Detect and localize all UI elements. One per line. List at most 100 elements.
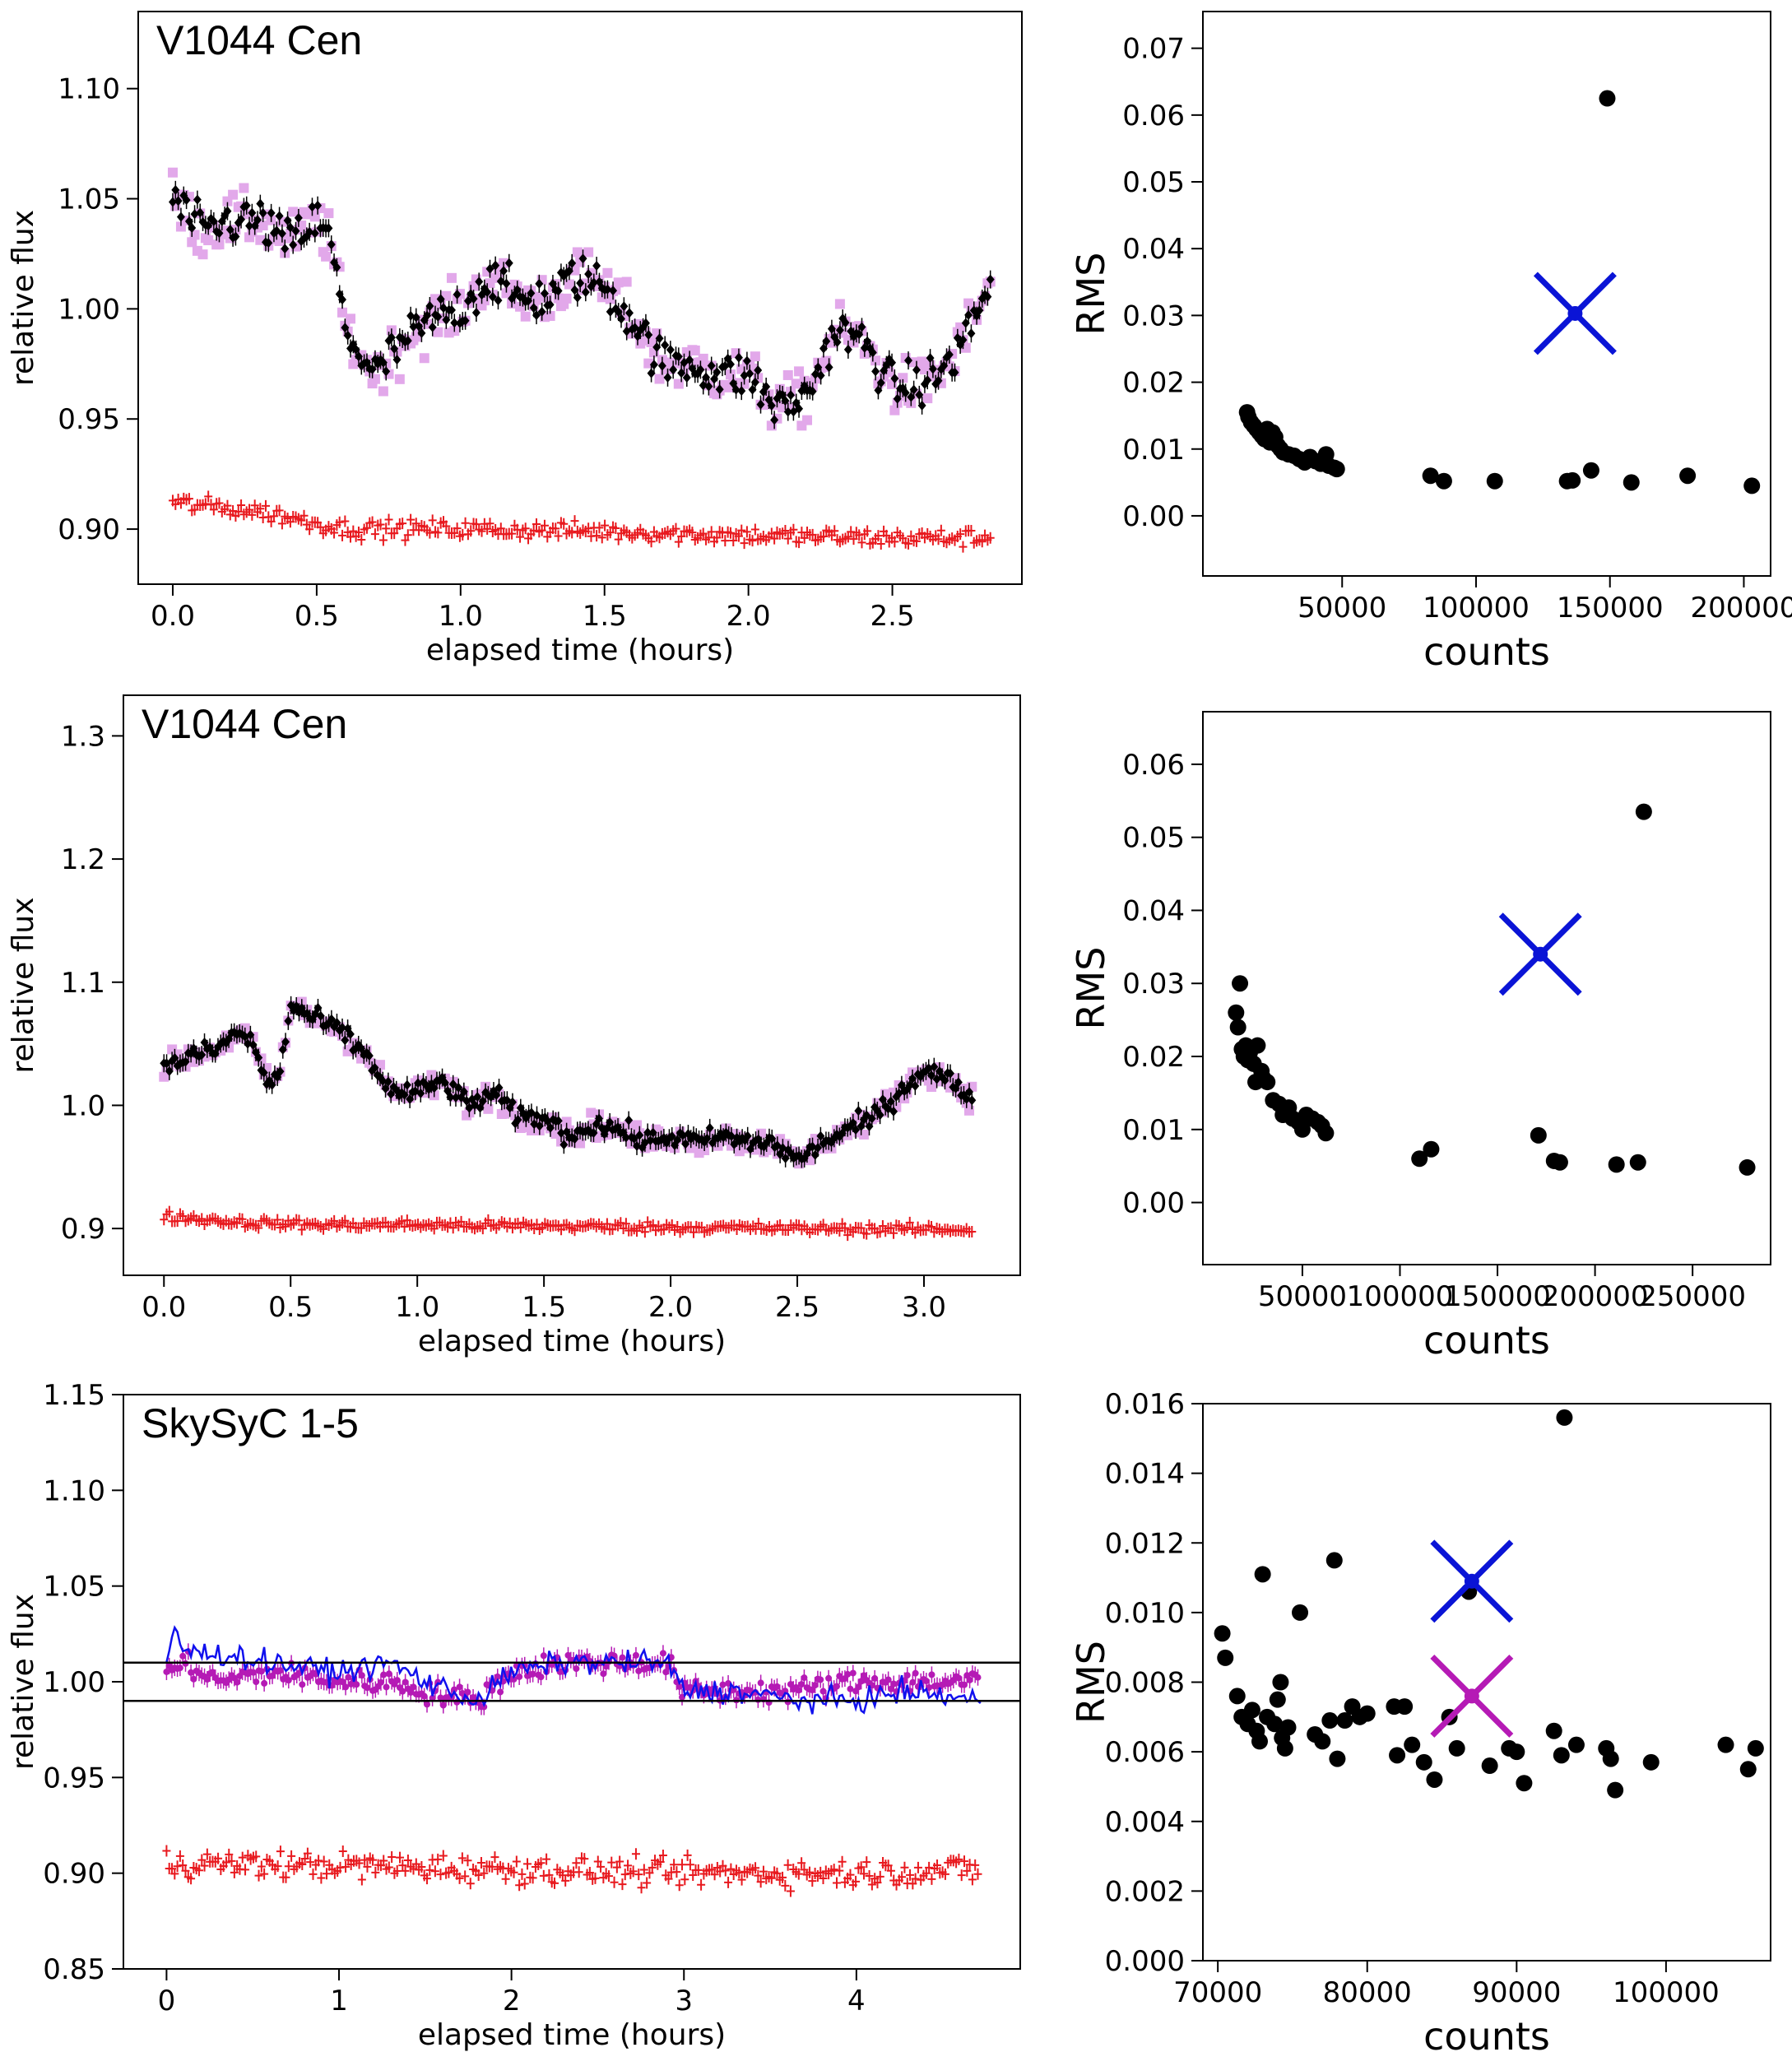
data-point-cross	[439, 1850, 448, 1862]
y-tick-label: 0.05	[1122, 166, 1185, 199]
data-point-diamond	[568, 258, 577, 268]
data-point-cross	[378, 534, 388, 546]
data-point-cross	[484, 1214, 493, 1226]
data-point-cross	[737, 1873, 746, 1886]
y-tick-label: 0.95	[58, 403, 120, 436]
data-point-cross	[277, 518, 286, 530]
data-point-cross	[750, 523, 759, 536]
data-point-diamond	[215, 228, 224, 239]
rms-point	[1254, 1566, 1271, 1583]
data-point-diamond	[874, 385, 883, 396]
series-target	[168, 180, 995, 429]
y-tick-label: 0.04	[1122, 233, 1185, 266]
data-point-diamond	[816, 370, 825, 381]
x-tick-label: 100000	[1347, 1280, 1454, 1313]
data-point-cross	[330, 527, 339, 539]
data-point-dot	[801, 1674, 808, 1682]
data-point-dot	[537, 1674, 545, 1681]
data-point-square	[258, 221, 268, 231]
x-tick-label: 100000	[1423, 592, 1530, 624]
data-point-diamond	[940, 1075, 949, 1086]
data-point-cross	[276, 1845, 285, 1858]
rms-point	[1747, 1739, 1764, 1757]
data-point-diamond	[324, 223, 333, 234]
data-point-cross	[523, 1858, 532, 1870]
data-point-diamond	[341, 1035, 350, 1046]
data-point-diamond	[649, 360, 658, 370]
data-point-diamond	[945, 349, 954, 360]
data-point-cross	[783, 1859, 792, 1871]
y-tick-label: 0.01	[1122, 434, 1185, 467]
data-point-square	[766, 420, 777, 431]
data-point-cross	[542, 1853, 551, 1865]
data-point-diamond	[854, 1106, 863, 1117]
data-point-cross	[882, 529, 891, 541]
data-point-dot	[659, 1650, 666, 1657]
x-tick-label: 0	[158, 1985, 176, 2017]
y-tick-label: 1.10	[43, 1474, 105, 1507]
data-point-diamond	[745, 369, 754, 379]
data-point-dot	[342, 1683, 350, 1691]
data-point-diamond	[381, 1083, 390, 1093]
rms-point	[1249, 1037, 1266, 1054]
data-point-square	[654, 374, 665, 384]
data-point-cross	[637, 1882, 646, 1894]
data-point-diamond	[748, 384, 757, 395]
data-point-diamond	[734, 352, 743, 363]
data-point-dot	[844, 1670, 852, 1678]
data-point-diamond	[876, 378, 885, 388]
data-point-diamond	[305, 226, 314, 237]
data-point-diamond	[715, 384, 724, 395]
data-point-cross	[532, 518, 541, 530]
data-point-diamond	[648, 1127, 657, 1138]
data-point-diamond	[508, 1097, 517, 1107]
data-point-cross	[629, 1865, 638, 1878]
rms-point	[1228, 1688, 1246, 1705]
data-point-cross	[461, 517, 470, 529]
data-point-cross	[194, 1864, 203, 1877]
data-point-diamond	[188, 222, 197, 233]
data-point-cross	[238, 1213, 247, 1225]
rms-point	[1642, 1753, 1660, 1771]
data-point-diamond	[589, 277, 598, 288]
data-point-diamond	[573, 292, 582, 303]
data-point-cross	[721, 535, 730, 547]
data-point-dot	[855, 1683, 862, 1691]
data-point-cross	[299, 509, 309, 522]
data-point-diamond	[254, 1052, 263, 1063]
data-point-cross	[597, 532, 606, 544]
data-point-cross	[621, 1218, 630, 1230]
x-tick-label: 1.0	[439, 600, 483, 633]
data-point-diamond	[313, 200, 323, 211]
data-point-diamond	[915, 389, 924, 400]
data-point-diamond	[857, 1121, 866, 1131]
data-point-diamond	[635, 1130, 644, 1140]
data-point-diamond	[504, 258, 513, 268]
x-tick-label: 150000	[1557, 592, 1664, 624]
data-point-cross	[631, 1848, 640, 1860]
data-point-diamond	[606, 1117, 615, 1127]
data-point-cross	[925, 1861, 934, 1873]
rms-point	[1321, 1712, 1339, 1729]
data-point-cross	[936, 524, 945, 536]
rms-point	[1551, 1154, 1568, 1171]
rms-point	[1328, 461, 1345, 478]
data-point-cross	[254, 1222, 263, 1234]
rms-point	[1214, 1625, 1231, 1642]
data-point-dot	[966, 1676, 973, 1683]
data-point-cross	[509, 1866, 518, 1878]
data-point-cross	[165, 1205, 174, 1218]
data-point-diamond	[713, 367, 722, 378]
data-point-cross	[384, 513, 393, 526]
data-point-cross	[664, 1873, 673, 1885]
data-point-cross	[162, 1845, 171, 1857]
data-point-diamond	[494, 295, 503, 306]
rms-point	[1314, 1733, 1331, 1750]
data-point-cross	[388, 1851, 397, 1864]
x-tick-label: 50000	[1298, 592, 1386, 624]
data-point-cross	[954, 1853, 963, 1865]
data-point-cross	[436, 1869, 445, 1881]
data-point-cross	[338, 529, 347, 541]
data-point-cross	[550, 1877, 559, 1889]
rms-point	[1411, 1150, 1428, 1168]
